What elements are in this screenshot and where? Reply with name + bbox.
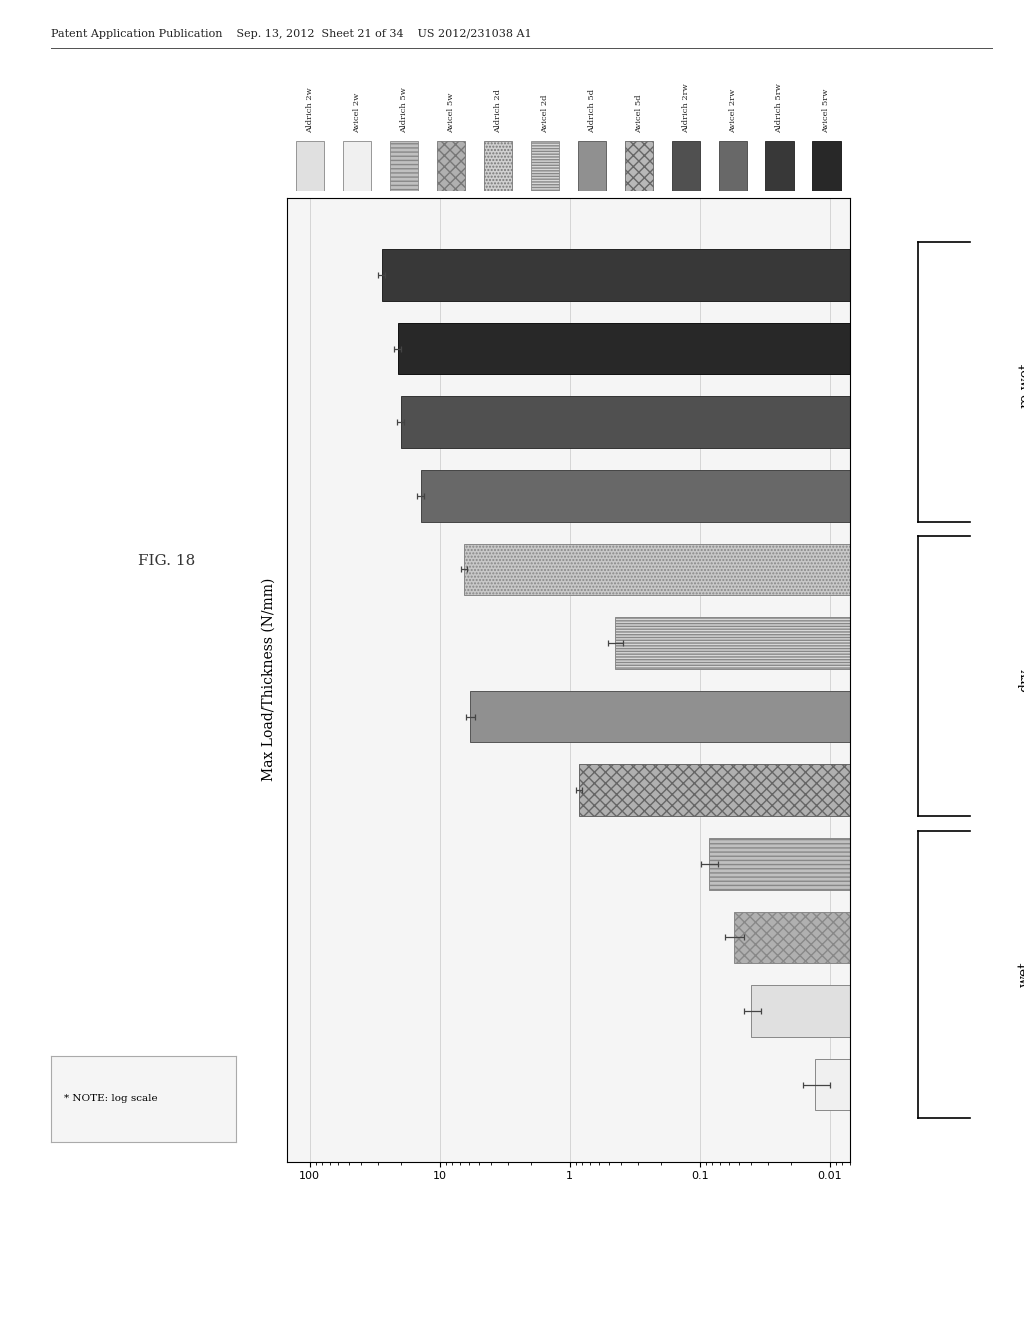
Bar [421,470,1024,521]
Text: re-wet: re-wet [1018,363,1024,408]
Bar [578,141,606,191]
Bar [815,1059,1024,1110]
Bar [390,141,418,191]
Text: Avicel 5rw: Avicel 5rw [822,88,830,133]
Text: FIG. 18: FIG. 18 [138,554,196,568]
Bar [382,249,1024,301]
Bar [812,141,841,191]
Bar [752,985,1024,1036]
Bar [614,618,1024,669]
Bar [400,396,1024,447]
Text: Avicel 2d: Avicel 2d [541,95,549,133]
Bar [397,323,1024,375]
Text: Avicel 2w: Avicel 2w [353,94,361,133]
Bar [709,838,1024,890]
Bar [343,141,372,191]
Bar [672,141,699,191]
Text: Aldrich 2w: Aldrich 2w [306,87,314,133]
Text: Avicel 5d: Avicel 5d [635,95,643,133]
Bar [766,141,794,191]
Text: Aldrich 5w: Aldrich 5w [400,87,408,133]
Bar [470,690,1024,742]
Text: Patent Application Publication    Sep. 13, 2012  Sheet 21 of 34    US 2012/23103: Patent Application Publication Sep. 13, … [51,29,531,40]
Bar [625,141,653,191]
Text: Avicel 5w: Avicel 5w [447,92,455,133]
Text: Aldrich 2rw: Aldrich 2rw [682,83,689,133]
Text: * NOTE: log scale: * NOTE: log scale [65,1094,158,1104]
Bar [719,141,746,191]
Bar [530,141,559,191]
Text: Aldrich 5rw: Aldrich 5rw [775,83,783,133]
Bar [464,544,1024,595]
Bar [579,764,1024,816]
Bar [296,141,325,191]
Text: Aldrich 5d: Aldrich 5d [588,90,596,133]
Bar [437,141,465,191]
Text: Aldrich 2d: Aldrich 2d [494,90,502,133]
Text: dry: dry [1018,668,1024,692]
Bar [733,912,1024,964]
Text: wet: wet [1018,961,1024,987]
Y-axis label: Max Load/Thickness (N/mm): Max Load/Thickness (N/mm) [261,578,275,781]
Bar [484,141,512,191]
Text: Avicel 2rw: Avicel 2rw [729,88,736,133]
